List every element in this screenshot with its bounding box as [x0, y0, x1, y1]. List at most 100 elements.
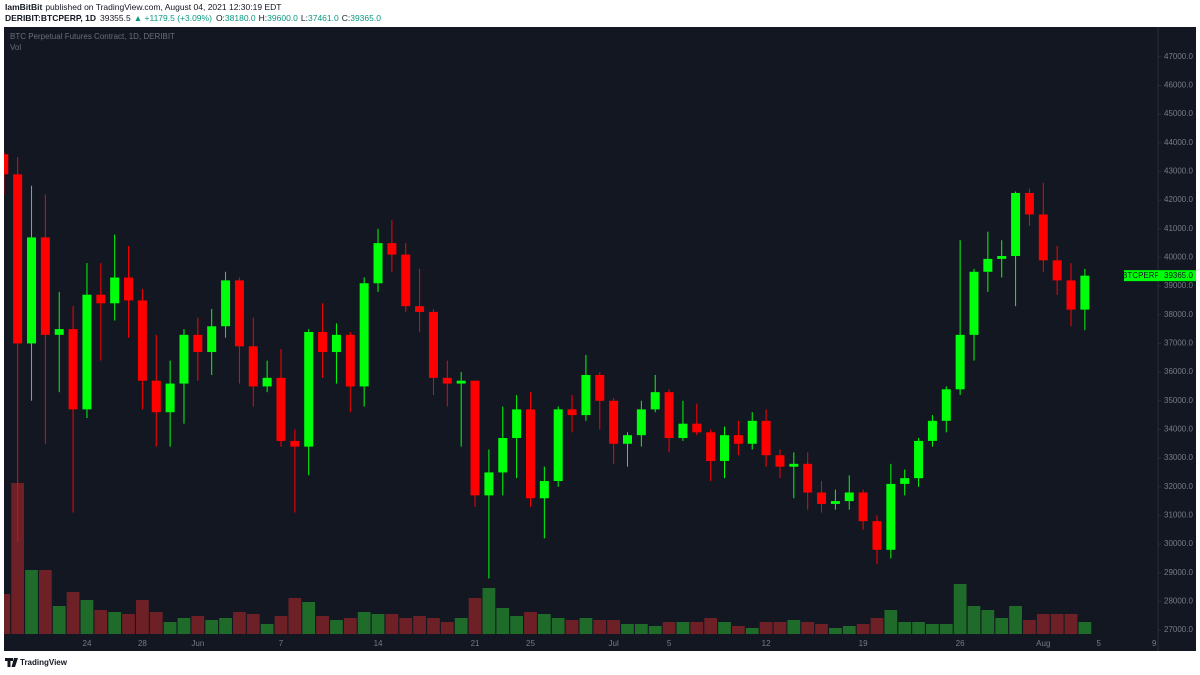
candle-body	[678, 423, 688, 439]
price-tag-name-box	[1124, 270, 1158, 282]
open-value: 38180.0	[225, 13, 256, 23]
brand: TradingView	[20, 658, 68, 667]
volume-bar	[829, 628, 842, 634]
candle-body	[331, 334, 341, 353]
y-tick-label: 47000.0	[1164, 52, 1193, 61]
candle-body	[955, 334, 965, 390]
candle-body	[401, 254, 411, 307]
volume-bar	[11, 483, 25, 634]
x-tick-label: 7	[279, 639, 284, 648]
volume-bar	[136, 600, 149, 634]
plot-area	[4, 151, 1092, 634]
candle-body	[650, 392, 660, 410]
candle-body	[484, 472, 494, 496]
candle-body	[456, 380, 466, 384]
price-tag-name: BTCPERP	[1122, 271, 1160, 280]
y-tick-label: 39000.0	[1164, 281, 1193, 290]
y-tick-label: 37000.0	[1164, 339, 1193, 348]
candle-body	[359, 283, 369, 387]
candle-body	[567, 409, 577, 416]
candle-body	[234, 280, 244, 347]
candle-body	[623, 435, 632, 444]
volume-bar	[80, 600, 94, 634]
candle-body	[817, 492, 827, 504]
logo-icon	[5, 658, 18, 667]
volume-bar	[233, 612, 246, 634]
candle-body	[151, 380, 161, 413]
volume-bar	[939, 624, 953, 634]
candle-body	[830, 501, 840, 504]
y-tick-label: 38000.0	[1164, 310, 1193, 319]
candle-body	[442, 377, 452, 384]
symbol: DERIBIT:BTCPERP, 1D	[5, 13, 96, 23]
volume-bar	[163, 622, 177, 634]
candle-body	[124, 277, 134, 301]
volume-bar	[856, 624, 870, 634]
volume-bar	[274, 616, 288, 634]
candle-body	[900, 478, 910, 484]
x-tick-label: 14	[374, 639, 383, 648]
x-tick-label: 24	[83, 639, 92, 648]
volume-bar	[1036, 614, 1050, 634]
volume-bar	[371, 614, 385, 634]
volume-bar	[191, 616, 205, 634]
y-tick-label: 46000.0	[1164, 81, 1193, 90]
y-tick-label: 33000.0	[1164, 453, 1193, 462]
candle-body	[747, 420, 757, 444]
volume-bar	[288, 598, 302, 634]
volume-bar	[149, 612, 163, 634]
x-tick-label: Aug	[1036, 639, 1050, 648]
x-tick-label: 5	[1097, 639, 1102, 648]
candle-body	[872, 521, 882, 550]
volume-bar	[4, 594, 11, 634]
volume-bar	[496, 608, 510, 634]
y-tick-label: 30000.0	[1164, 539, 1193, 548]
candle-body	[304, 331, 314, 447]
volume-bar	[537, 614, 551, 634]
volume-bar	[676, 622, 690, 634]
candle-body	[969, 271, 979, 335]
volume-bar	[468, 598, 482, 634]
y-tick-label: 43000.0	[1164, 167, 1193, 176]
volume-bar	[634, 624, 648, 634]
y-tick-label: 27000.0	[1164, 625, 1193, 634]
candle-body	[276, 377, 286, 441]
candle-body	[40, 237, 50, 335]
x-tick-label: 5	[667, 639, 672, 648]
candle-body	[13, 174, 23, 344]
candle-body	[775, 455, 785, 467]
x-tick-label: 19	[859, 639, 868, 648]
x-tick-label: Jun	[191, 639, 204, 648]
x-tick-label: 21	[471, 639, 480, 648]
x-tick-label: 9	[1152, 639, 1157, 648]
candle-body	[387, 243, 397, 255]
close-label: C:	[342, 13, 351, 23]
volume-bar	[607, 620, 621, 634]
candle-body	[720, 435, 730, 461]
volume-bar	[94, 610, 108, 634]
candle-body	[581, 374, 591, 416]
volume-bar	[1023, 620, 1036, 634]
candle-body	[1080, 275, 1090, 310]
volume-bar	[357, 612, 371, 634]
candle-body	[636, 409, 646, 436]
volume-bar	[621, 624, 634, 634]
candle-body	[1011, 192, 1021, 257]
volume-bar	[399, 618, 413, 634]
y-tick-label: 45000.0	[1164, 109, 1193, 118]
candle-body	[207, 326, 217, 353]
volume-bar	[205, 620, 219, 634]
volume-bar	[66, 592, 80, 634]
candle-body	[664, 392, 674, 439]
volume-bar	[316, 616, 329, 634]
candle-body	[1052, 260, 1062, 281]
chart-title: BTC Perpetual Futures Contract, 1D, DERI…	[10, 32, 175, 41]
candle-body	[858, 492, 868, 522]
volume-bar	[260, 624, 274, 634]
volume-bar	[815, 624, 828, 634]
candle-body	[1066, 280, 1076, 310]
volume-bar	[343, 618, 357, 634]
y-tick-label: 35000.0	[1164, 396, 1193, 405]
x-tick-label: 25	[526, 639, 535, 648]
candle-body	[512, 409, 522, 439]
